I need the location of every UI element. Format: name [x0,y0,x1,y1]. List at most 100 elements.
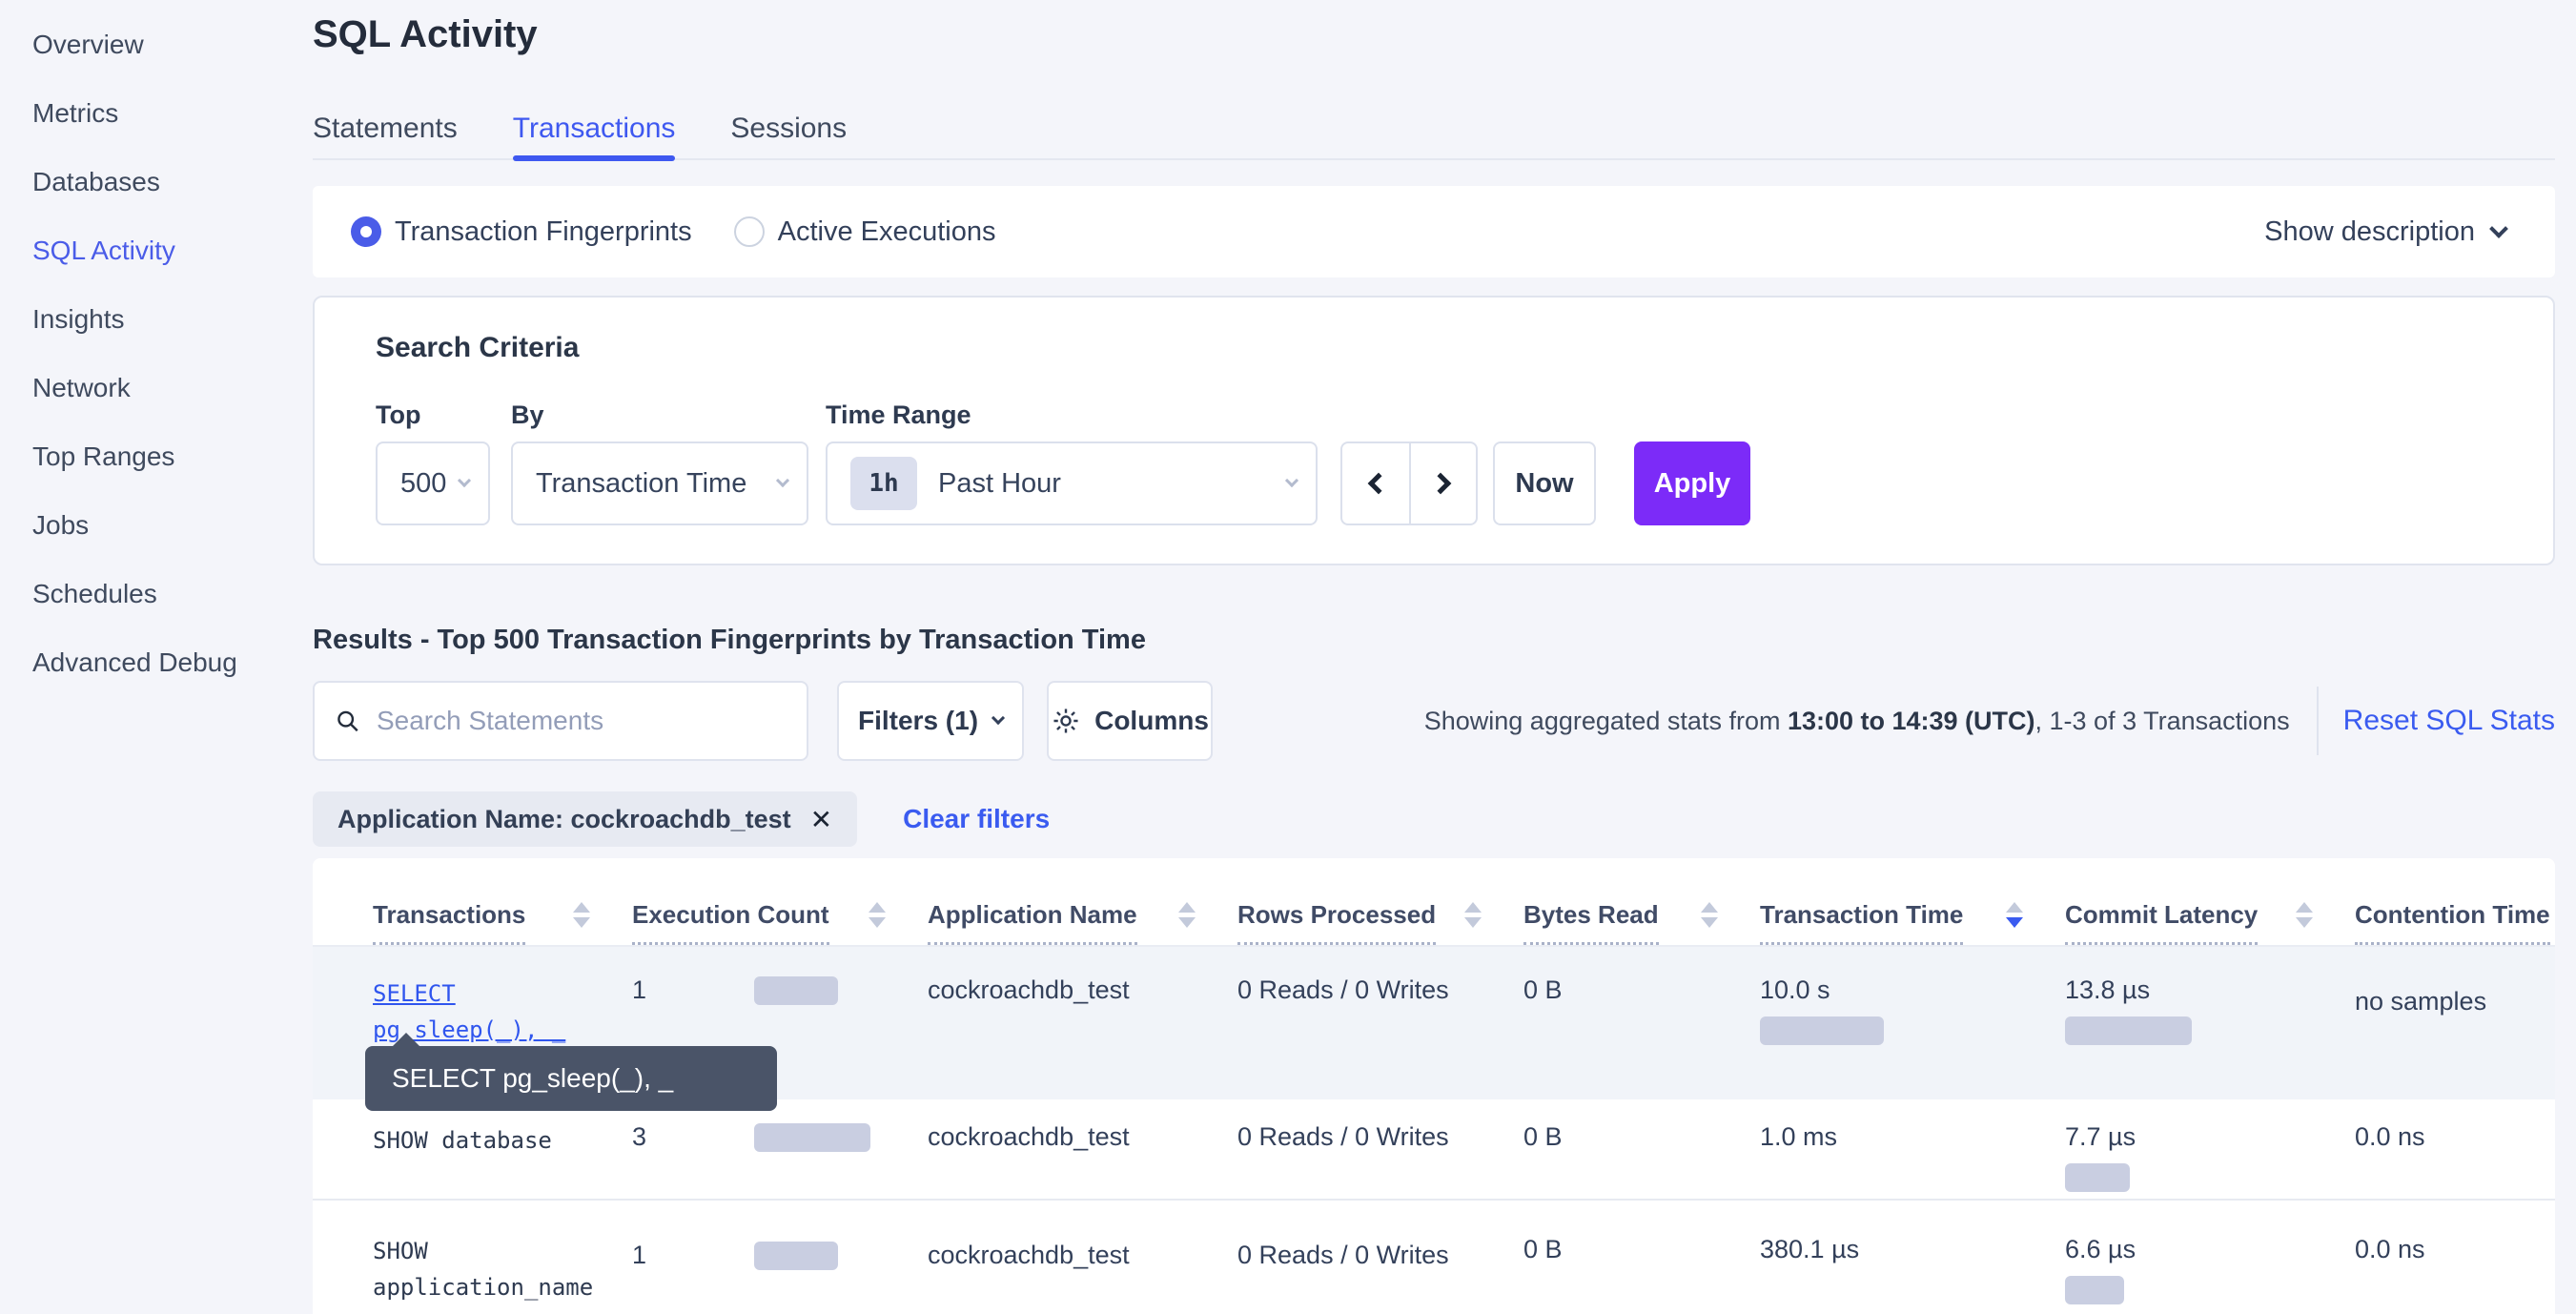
transaction-time-value: 380.1 µs [1760,1235,1860,1263]
column-label: Application Name [928,900,1137,945]
tab-transactions[interactable]: Transactions [512,113,675,161]
sidebar: Overview Metrics Databases SQL Activity … [0,0,313,1314]
sidebar-item-jobs[interactable]: Jobs [32,510,90,540]
sidebar-item-sql-activity[interactable]: SQL Activity [32,236,175,265]
radio-label-transaction-fingerprints[interactable]: Transaction Fingerprints [395,216,692,247]
sort-icon[interactable] [1464,900,1482,928]
tab-bar: Statements Transactions Sessions [313,113,2555,161]
sidebar-item-advanced-debug[interactable]: Advanced Debug [32,647,237,677]
clear-filters-link[interactable]: Clear filters [903,804,1051,833]
column-label: Contention Time [2355,900,2550,945]
time-range-badge: 1h [850,457,917,510]
time-range-next-button[interactable] [1409,443,1476,524]
sort-icon[interactable] [2296,900,2313,928]
sort-icon[interactable] [1178,900,1196,928]
stats-block: Showing aggregated stats from 13:00 to 1… [1424,687,2555,755]
fingerprint-line: application_name [373,1274,594,1301]
sidebar-item-schedules[interactable]: Schedules [32,579,157,608]
sidebar-item-top-ranges[interactable]: Top Ranges [32,441,175,471]
columns-button[interactable]: Columns [1047,681,1213,761]
execution-count-bar [754,1123,870,1152]
rows-processed-cell: 0 Reads / 0 Writes [1237,1122,1449,1151]
column-header-transactions[interactable]: Transactions [373,900,632,945]
column-header-execution-count[interactable]: Execution Count [632,900,928,945]
vertical-divider [2316,687,2319,755]
filters-button[interactable]: Filters (1) [837,681,1024,761]
transaction-time-cell: 10.0 s [1760,975,2065,1099]
filter-chip-application-name[interactable]: Application Name: cockroachdb_test ✕ [313,791,858,847]
execution-count-cell: 3 [632,1122,928,1199]
column-header-contention-time[interactable]: Contention Time [2355,900,2555,945]
application-name-cell: cockroachdb_test [928,975,1130,1004]
stats-suffix: , 1-3 of 3 Transactions [2034,706,2290,735]
column-header-application-name[interactable]: Application Name [928,900,1237,945]
time-range-select[interactable]: 1h Past Hour [826,441,1318,525]
sort-icon-active-desc[interactable] [2006,900,2023,928]
top-select-value: 500 [400,467,447,499]
radio-transaction-fingerprints[interactable] [351,216,381,247]
sidebar-item-overview[interactable]: Overview [32,30,144,59]
bytes-read-cell: 0 B [1523,1235,1563,1263]
fingerprint-line: SHOW database [373,1127,552,1154]
search-criteria-card: Search Criteria Top By Time Range 500 Tr… [313,296,2555,565]
sidebar-item-databases[interactable]: Databases [32,167,160,196]
column-header-bytes-read[interactable]: Bytes Read [1523,900,1760,945]
tab-sessions[interactable]: Sessions [730,113,848,144]
column-header-commit-latency[interactable]: Commit Latency [2065,900,2355,945]
reset-sql-stats-link[interactable]: Reset SQL Stats [2342,705,2555,736]
transaction-fingerprint[interactable]: SHOW database [373,1122,632,1199]
rows-processed-cell: 0 Reads / 0 Writes [1237,1241,1449,1269]
tab-statements[interactable]: Statements [313,113,458,144]
execution-count-cell: 1 [632,975,928,1099]
transaction-fingerprint-link[interactable]: SELECT pg_sleep(_), _ [373,975,632,1099]
column-label: Rows Processed [1237,900,1437,945]
execution-count-value: 1 [632,1241,647,1269]
table-row[interactable]: SELECT pg_sleep(_), _ 1 cockroachdb_test… [313,945,2555,1099]
top-label: Top [376,400,421,429]
column-header-rows-processed[interactable]: Rows Processed [1237,900,1523,945]
radio-active-executions[interactable] [733,216,765,247]
show-description-toggle[interactable]: Show description [2264,216,2508,248]
chevron-right-icon [1429,472,1452,495]
columns-button-label: Columns [1094,706,1209,735]
sort-icon[interactable] [869,900,886,928]
page-title: SQL Activity [313,13,538,55]
table-row[interactable]: SHOW database 3 cockroachdb_test 0 Reads… [313,1099,2555,1199]
column-header-transaction-time[interactable]: Transaction Time [1760,900,2065,945]
execution-count-bar [754,976,838,1005]
apply-button[interactable]: Apply [1634,441,1750,525]
sidebar-item-insights[interactable]: Insights [32,304,125,334]
application-name-cell: cockroachdb_test [928,1122,1130,1151]
commit-latency-value: 7.7 µs [2065,1122,2136,1151]
transaction-time-cell: 380.1 µs [1760,1233,2065,1314]
chevron-down-icon [991,710,1006,726]
close-icon[interactable]: ✕ [809,804,833,834]
contention-time-cell: 0.0 ns [2355,1122,2425,1151]
sort-icon[interactable] [1701,900,1718,928]
search-input[interactable] [376,706,787,736]
commit-latency-value: 6.6 µs [2065,1235,2136,1263]
fingerprint-line: SELECT [373,980,456,1007]
sort-icon[interactable] [573,900,590,928]
time-range-prev-button[interactable] [1342,443,1409,524]
execution-count-value: 3 [632,1122,647,1151]
by-select-value: Transaction Time [536,467,747,499]
top-select[interactable]: 500 [376,441,490,525]
radio-label-active-executions[interactable]: Active Executions [777,216,996,247]
search-box [313,681,808,761]
table-row[interactable]: SHOW application_name 1 cockroachdb_test… [313,1199,2555,1314]
filters-button-label: Filters (1) [857,706,979,735]
contention-time-cell: 0.0 ns [2355,1235,2425,1263]
now-button[interactable]: Now [1493,441,1596,525]
chevron-down-icon [457,473,472,488]
commit-latency-cell: 6.6 µs [2065,1233,2355,1314]
chevron-down-icon [1284,473,1299,488]
criteria-labels-row: Top By Time Range [376,400,2553,430]
sidebar-item-network[interactable]: Network [32,373,131,402]
transaction-time-bar [1760,1016,1884,1045]
sidebar-item-metrics[interactable]: Metrics [32,98,119,128]
search-criteria-title: Search Criteria [376,332,580,363]
transaction-fingerprint[interactable]: SHOW application_name [373,1233,632,1314]
contention-time-cell: no samples [2355,987,2487,1016]
by-select[interactable]: Transaction Time [511,441,808,525]
